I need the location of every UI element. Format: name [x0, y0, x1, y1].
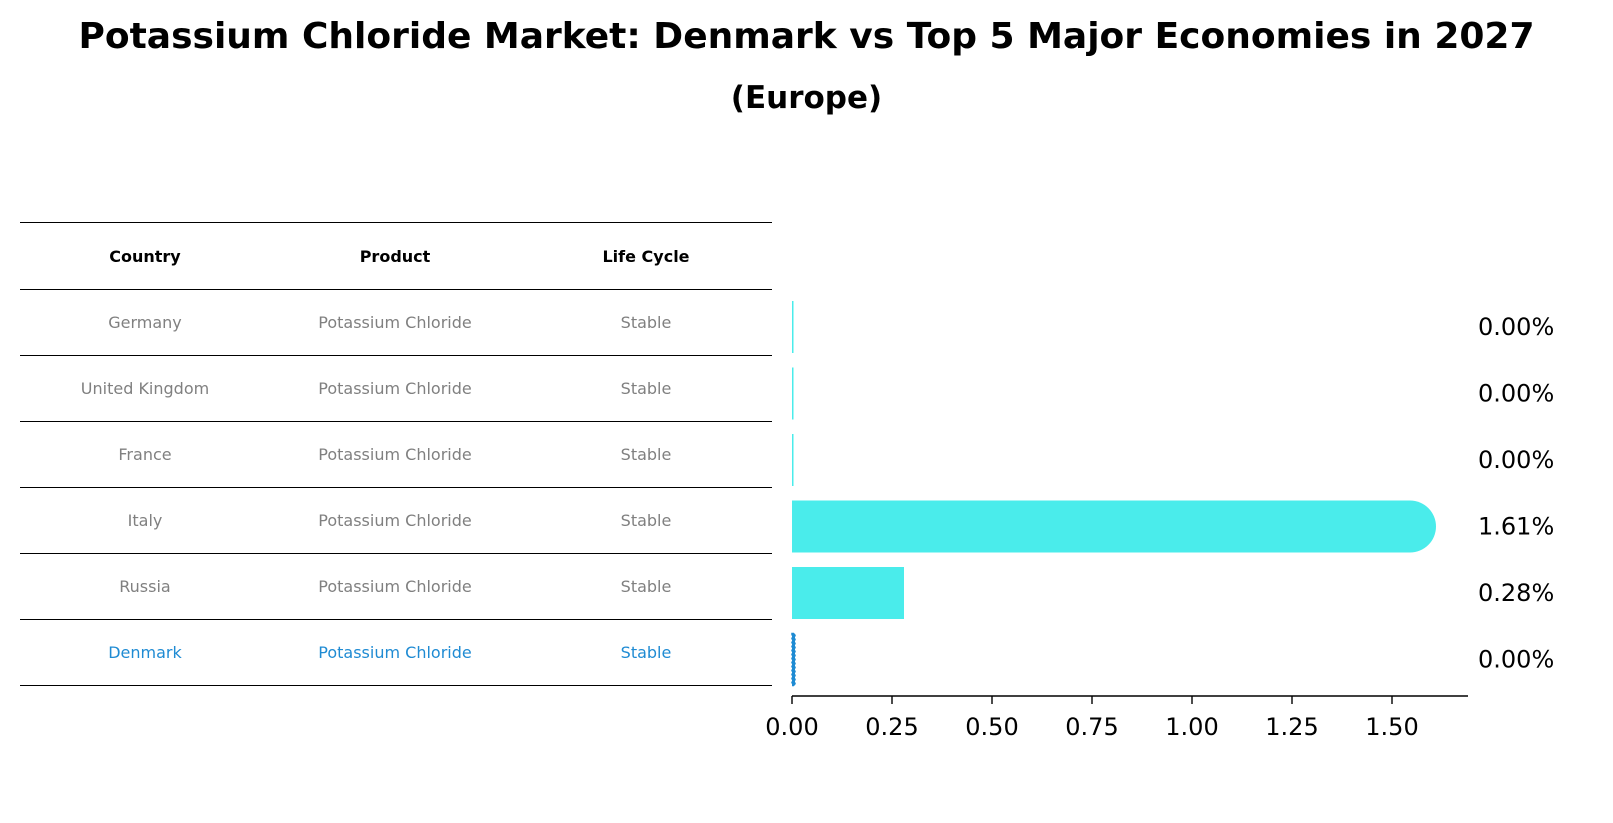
product-cell: Potassium Chloride	[318, 643, 472, 662]
life-cycle-cell: Stable	[620, 445, 672, 464]
bar-russia	[792, 567, 904, 619]
table-row: Germany Potassium Chloride Stable	[20, 290, 772, 356]
chart-subtitle: (Europe)	[730, 80, 883, 116]
table-row: United Kingdom Potassium Chloride Stable	[20, 356, 772, 422]
bar-france	[792, 434, 794, 486]
bar-united-kingdom	[792, 367, 794, 420]
x-tick-label: 0.25	[865, 713, 918, 741]
table-row-highlighted: Denmark Potassium Chloride Stable	[20, 620, 772, 686]
bar-value-label: 1.61%	[1478, 513, 1554, 541]
country-cell: Russia	[119, 577, 171, 596]
country-cell: France	[118, 445, 172, 464]
table-row: Russia Potassium Chloride Stable	[20, 554, 772, 620]
column-header-country: Country	[109, 246, 181, 266]
table-row: Italy Potassium Chloride Stable	[20, 488, 772, 554]
life-cycle-cell: Stable	[620, 577, 672, 596]
x-tick-label: 0.00	[765, 713, 818, 741]
country-cell: United Kingdom	[80, 379, 210, 398]
bar-value-label: 0.00%	[1478, 446, 1554, 474]
x-tick-label: 1.25	[1265, 713, 1318, 741]
bar-germany	[792, 301, 794, 353]
x-tick-label: 1.50	[1365, 713, 1418, 741]
bar-italy	[792, 500, 1436, 553]
life-cycle-cell: Stable	[620, 643, 672, 662]
x-tick-label: 0.50	[965, 713, 1018, 741]
bar-denmark	[791, 632, 796, 687]
country-cell: Italy	[127, 511, 163, 530]
x-tick-label: 0.75	[1065, 713, 1118, 741]
life-cycle-cell: Stable	[620, 313, 672, 332]
column-header-product: Product	[359, 246, 431, 266]
data-table: Country Product Life Cycle Germany Potas…	[20, 222, 772, 686]
life-cycle-cell: Stable	[620, 379, 672, 398]
country-cell: Denmark	[108, 643, 182, 662]
product-cell: Potassium Chloride	[318, 379, 472, 398]
bar-value-label: 0.00%	[1478, 313, 1554, 341]
country-cell: Germany	[108, 313, 182, 332]
bar-value-label: 0.00%	[1478, 646, 1554, 674]
bar-value-label: 0.00%	[1478, 380, 1554, 408]
column-header-life-cycle: Life Cycle	[602, 246, 690, 266]
bar-value-label: 0.28%	[1478, 579, 1554, 607]
x-tick-label: 1.00	[1165, 713, 1218, 741]
table-row: France Potassium Chloride Stable	[20, 422, 772, 488]
product-cell: Potassium Chloride	[318, 313, 472, 332]
product-cell: Potassium Chloride	[318, 511, 472, 530]
product-cell: Potassium Chloride	[318, 577, 472, 596]
table-header-row: Country Product Life Cycle	[20, 222, 772, 290]
life-cycle-cell: Stable	[620, 511, 672, 530]
product-cell: Potassium Chloride	[318, 445, 472, 464]
chart-title: Potassium Chloride Market: Denmark vs To…	[78, 16, 1535, 57]
